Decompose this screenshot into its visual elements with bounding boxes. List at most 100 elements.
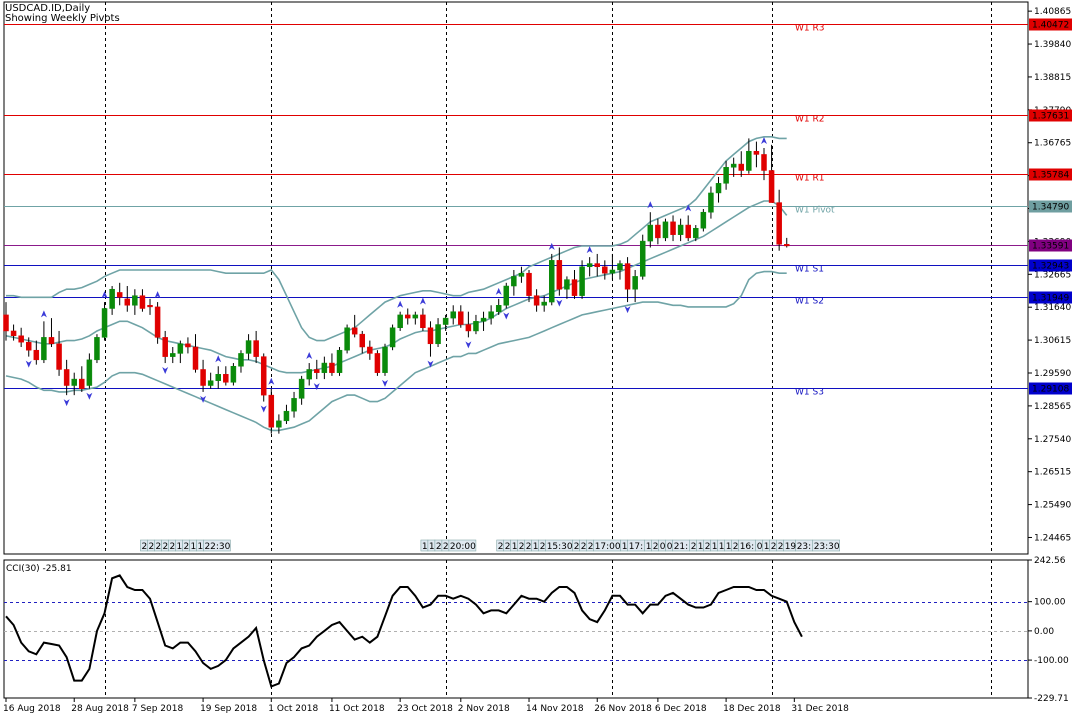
- candle: [154, 302, 161, 344]
- session-box: 19: [783, 539, 796, 552]
- session-box-label: 17:: [629, 542, 643, 552]
- candle: [139, 289, 146, 312]
- candle-body: [223, 374, 229, 383]
- session-box: 2: [434, 539, 443, 552]
- cci-axis-label: 100.00: [1034, 598, 1066, 608]
- session-box: 17:: [627, 539, 646, 552]
- fractal-down-arrow: [162, 367, 169, 375]
- candle-body: [170, 353, 176, 357]
- date-axis-label: 6 Dec 2018: [655, 704, 707, 714]
- candle-body: [655, 224, 661, 239]
- candle-body: [41, 337, 47, 361]
- candle-body: [602, 266, 608, 274]
- session-box-label: 2: [526, 542, 532, 552]
- candle: [677, 218, 684, 242]
- date-axis-label: 18 Dec 2018: [723, 704, 781, 714]
- candle-body: [101, 308, 108, 338]
- date-axis-label: 14 Nov 2018: [526, 704, 584, 714]
- candle: [768, 144, 775, 203]
- fractal-up-arrow: [419, 297, 426, 305]
- pivot-price-tag-value: 1.31949: [1032, 294, 1069, 304]
- candle: [442, 314, 449, 331]
- candle-body: [533, 295, 540, 306]
- candle-body: [10, 330, 17, 337]
- date-axis-label: 16 Aug 2018: [3, 704, 61, 714]
- candle: [632, 269, 638, 303]
- candle: [617, 260, 623, 280]
- fractal-down-arrow: [503, 312, 510, 320]
- candle-body: [94, 337, 100, 361]
- candle-body: [177, 343, 184, 354]
- candle-body: [480, 317, 487, 322]
- candle: [662, 218, 669, 242]
- candle: [655, 218, 661, 245]
- session-box: 0: [665, 539, 674, 552]
- fractal-up-arrow: [685, 204, 692, 212]
- candle: [48, 318, 55, 347]
- cci-axis-label: 242.56: [1034, 556, 1066, 566]
- session-box-label: 2: [691, 542, 697, 552]
- candle-body: [715, 183, 722, 194]
- candle: [465, 311, 472, 338]
- candle: [624, 257, 631, 303]
- candle-body: [420, 314, 426, 328]
- fractal-down-arrow: [260, 405, 267, 413]
- session-box-label: 1: [197, 542, 203, 552]
- candle-body: [3, 314, 9, 332]
- candle-body: [609, 269, 616, 274]
- candle: [41, 321, 47, 364]
- pivot-level-name: W1 S3: [795, 388, 824, 398]
- candle-body: [344, 327, 350, 351]
- price-axis-label: 1.24465: [1034, 533, 1071, 543]
- pivot-price-tag-bg: [1029, 239, 1072, 252]
- candle: [329, 353, 335, 376]
- candle: [693, 225, 699, 242]
- candle: [412, 311, 419, 325]
- session-box-label: 2: [183, 542, 189, 552]
- date-axis-label: 1 Oct 2018: [268, 704, 318, 714]
- candle: [132, 289, 138, 315]
- candle: [761, 148, 767, 181]
- session-box: 1: [717, 539, 726, 552]
- fractal-down-arrow: [86, 392, 93, 400]
- candle-body: [579, 266, 585, 296]
- session-box: 1: [762, 539, 771, 552]
- candle: [3, 302, 9, 341]
- candle-body: [215, 374, 221, 381]
- candle-body: [268, 394, 275, 428]
- candle: [63, 359, 70, 396]
- cci-axis-label: -100.00: [1034, 656, 1069, 666]
- candle-body: [723, 167, 729, 184]
- session-box-label: 2: [505, 542, 511, 552]
- candle-body: [283, 410, 290, 422]
- candle-body: [238, 353, 244, 367]
- session-box: 1: [696, 539, 705, 552]
- cci-axis-label: 0.00: [1034, 627, 1054, 637]
- candle-body: [624, 263, 631, 290]
- candle: [33, 340, 40, 365]
- session-box: 2: [586, 539, 595, 552]
- session-box: 1: [710, 539, 719, 552]
- candle-body: [427, 327, 434, 345]
- session-box-label: 1: [190, 542, 196, 552]
- candle-body: [495, 305, 502, 312]
- candle-body: [708, 192, 714, 213]
- candle: [162, 330, 168, 364]
- candle: [541, 295, 547, 312]
- candle-body: [730, 163, 737, 168]
- pivot-level-name: W1 Pivot: [795, 206, 835, 216]
- candle-body: [404, 314, 411, 319]
- price-axis-label: 1.27540: [1034, 435, 1071, 445]
- candle: [170, 347, 176, 364]
- session-box-label: 2: [778, 542, 784, 552]
- candle: [200, 359, 206, 392]
- candle-body: [253, 340, 259, 357]
- date-axis-label: 2 Nov 2018: [458, 704, 510, 714]
- session-box: 2: [689, 539, 698, 552]
- candle: [488, 305, 494, 325]
- fractal-up-arrow: [154, 291, 161, 299]
- candle: [101, 302, 108, 341]
- session-box: 0: [755, 539, 764, 552]
- candle-body: [291, 398, 297, 412]
